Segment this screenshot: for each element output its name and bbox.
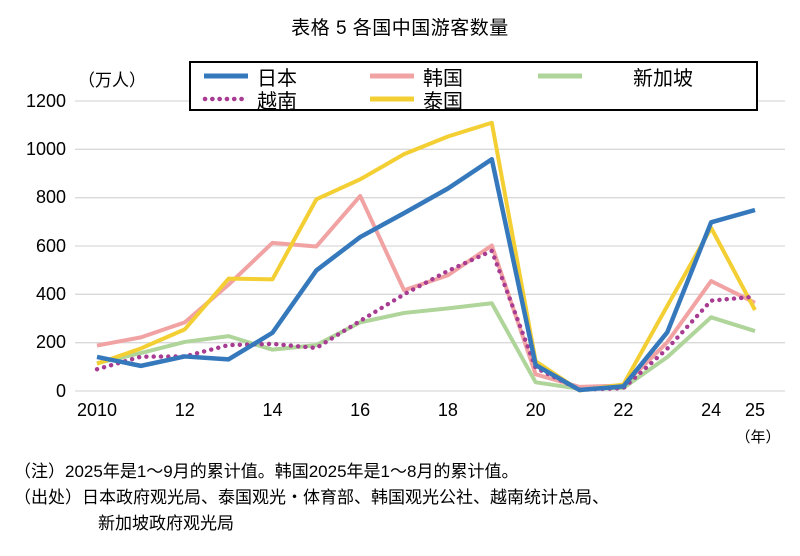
x-tick-label: 2010 [76,400,118,420]
vietnam-dotted-swatch-icon [202,96,251,102]
x-tick-label: 25 [744,400,766,420]
thailand-line-swatch-icon [370,96,414,102]
y-tick-label: 200 [35,332,66,353]
legend-item-vietnam: 越南 [201,88,297,113]
japan-line-swatch-icon [204,73,248,79]
series-line-2 [96,301,756,391]
legend-label-singapore: 新加坡 [633,67,693,90]
legend-box: 日本 韩国 新加坡 越南 泰国 [189,61,758,113]
singapore-line-swatch-icon [538,73,582,79]
series-line-0 [96,156,756,393]
legend-label-thailand: 泰国 [423,90,463,113]
legend-label-korea: 韩国 [423,67,463,90]
legend-item-singapore: 新加坡 [535,65,693,90]
legend-label-vietnam: 越南 [257,90,297,113]
source-line-1: （出处）日本政府观光局、泰国观光・体育部、韩国观光公社、越南统计总局、 [14,488,609,507]
y-axis-unit-label: （万人） [78,71,146,90]
notes-block: （注）2025年是1～9月的累计值。韩国2025年是1～8月的累计值。 （出处）… [14,459,609,537]
y-tick-label: 600 [35,235,66,256]
y-tick-label: 1000 [25,138,66,159]
x-tick-label: 22 [613,400,634,420]
legend-item-thailand: 泰国 [367,88,463,113]
y-tick-label: 800 [35,187,66,208]
source-line-2: 新加坡政府观光局 [98,514,234,533]
x-tick-label: 20 [525,400,546,420]
x-tick-label: 18 [437,400,458,420]
series-line-4 [96,120,757,393]
legend-item-japan: 日本 [201,65,297,90]
x-tick-label: 24 [701,400,722,420]
korea-line-swatch-icon [370,73,414,79]
legend-label-japan: 日本 [257,67,297,90]
note-line: （注）2025年是1～9月的累计值。韩国2025年是1～8月的累计值。 [14,462,519,481]
series-lines [94,120,758,393]
x-tick-label: 12 [174,400,195,420]
x-tick-label: 16 [350,400,371,420]
y-tick-label: 1200 [25,90,66,111]
legend-item-korea: 韩国 [367,65,463,90]
x-axis-unit-label: （年） [735,429,781,446]
y-tick-label: 0 [55,380,66,401]
y-tick-label: 400 [35,283,66,304]
series-line-3 [94,248,758,392]
x-tick-label: 14 [262,400,283,420]
chart-title: 表格 5 各国中国游客数量 [291,18,509,39]
